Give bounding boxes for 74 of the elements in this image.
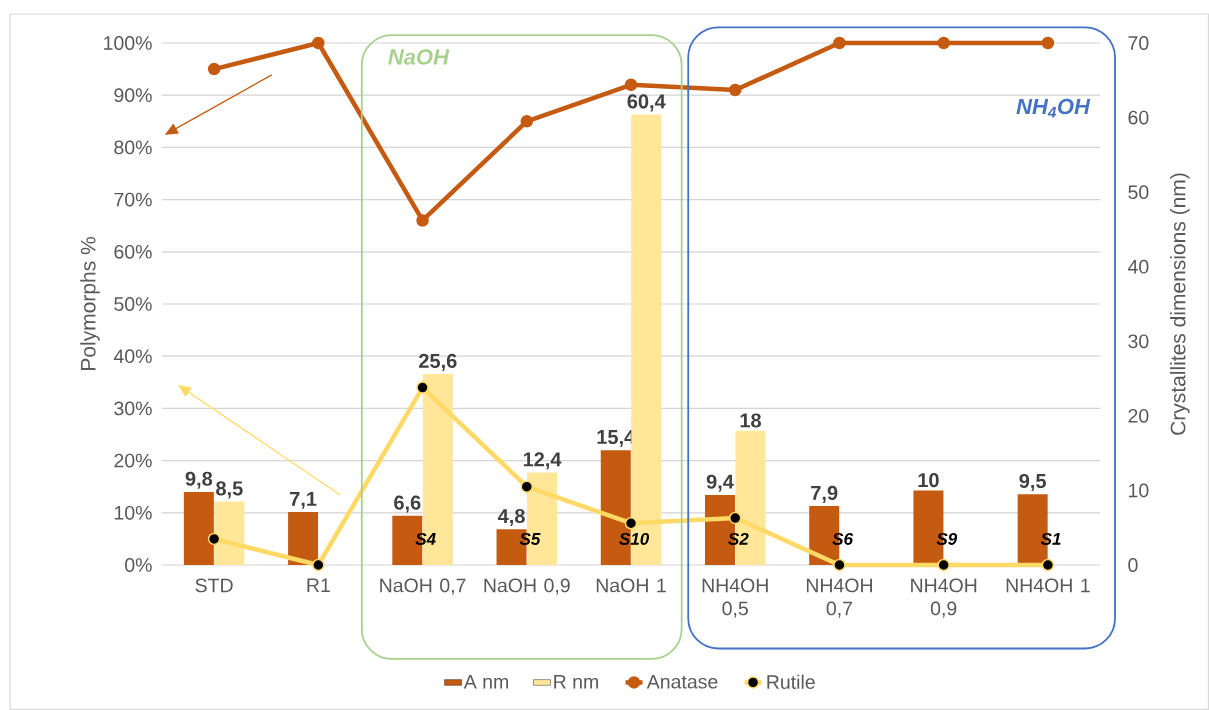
point [1041, 36, 1055, 50]
point [520, 115, 534, 128]
data-label: 8,5 [216, 481, 243, 499]
y-tick-label: 70% [114, 192, 152, 207]
point [416, 381, 429, 394]
legend-label: Anatase [646, 674, 718, 689]
annotation: S2 [728, 532, 749, 545]
annotation: S10 [619, 532, 650, 545]
x-tick-label: NaOH 0,7 [380, 578, 466, 595]
annotation: NaOH [388, 49, 450, 65]
y2-tick-label: 60 [1128, 110, 1149, 125]
x-tick-label: NaOH 0,9 [484, 578, 570, 595]
point [937, 558, 950, 572]
y-tick-label: 40% [113, 349, 152, 364]
y2-tick-label: 40 [1127, 259, 1149, 274]
y-tick-label: 20% [114, 453, 152, 468]
legend-label: Rutile [767, 674, 815, 689]
point [312, 36, 325, 50]
bar [183, 491, 214, 565]
point [312, 558, 325, 572]
data-label: 4,8 [497, 508, 525, 526]
point [728, 511, 742, 525]
point [207, 532, 221, 546]
annotation: S4 [415, 532, 436, 545]
point [728, 83, 742, 97]
annotation: S5 [519, 532, 541, 545]
annotation: NH$_{4}$OH [1016, 98, 1091, 118]
y2-tick-label: 20 [1128, 408, 1149, 423]
x-tick-label: NaOH 1 [596, 578, 666, 593]
data-label: 25,6 [419, 353, 457, 371]
point [624, 516, 638, 530]
y2-tick-label: 70 [1128, 36, 1149, 50]
x-tick-label: NH4OH 0,5 [702, 578, 768, 618]
y2-tick-label: 30 [1128, 334, 1149, 349]
x-tick-label: NH4OH 0,7 [806, 578, 872, 618]
y2-tick-label: 0 [1128, 558, 1138, 572]
data-label: 9,8 [185, 471, 213, 489]
bar [214, 501, 245, 565]
y-tick-label: 30% [114, 401, 152, 416]
x-tick-label: R1 [307, 578, 330, 592]
data-label: 7,9 [811, 485, 838, 503]
y-tick-label: 80% [114, 140, 152, 155]
legend-label: A nm [463, 674, 508, 689]
data-label: 60,4 [627, 94, 666, 112]
data-label: 7,1 [290, 491, 317, 509]
y2-axis-title: Crystallites dimensions (nm) [1170, 173, 1190, 435]
point [833, 36, 846, 50]
y-tick-label: 60% [114, 244, 152, 259]
point [937, 36, 950, 50]
data-label: 18 [740, 413, 761, 428]
x-tick-label: NH4OH 1 [1006, 578, 1090, 593]
point [416, 214, 429, 227]
y-axis-title: Polymorphs % [80, 237, 100, 370]
data-label: 9,4 [706, 474, 734, 492]
data-label: 12,4 [523, 452, 562, 470]
y-tick-label: 10% [114, 505, 152, 520]
y-tick-label: 100% [104, 36, 152, 50]
legend-label: R nm [554, 674, 598, 689]
y-tick-label: 50% [114, 297, 152, 311]
point [207, 62, 221, 76]
y-tick-label: 90% [114, 88, 152, 103]
data-label: 10 [918, 473, 939, 488]
point [833, 558, 846, 572]
y2-tick-label: 10 [1129, 483, 1149, 498]
data-label: 6,6 [394, 495, 421, 513]
x-tick-label: STD [195, 578, 233, 593]
point [520, 480, 534, 493]
y-tick-label: 0% [125, 558, 152, 572]
data-label: 9,5 [1019, 473, 1046, 491]
point [1041, 558, 1055, 572]
point [624, 78, 638, 91]
bar [288, 512, 319, 565]
x-tick-label: NH4OH 0,9 [911, 578, 977, 618]
y2-tick-label: 50 [1128, 185, 1149, 200]
